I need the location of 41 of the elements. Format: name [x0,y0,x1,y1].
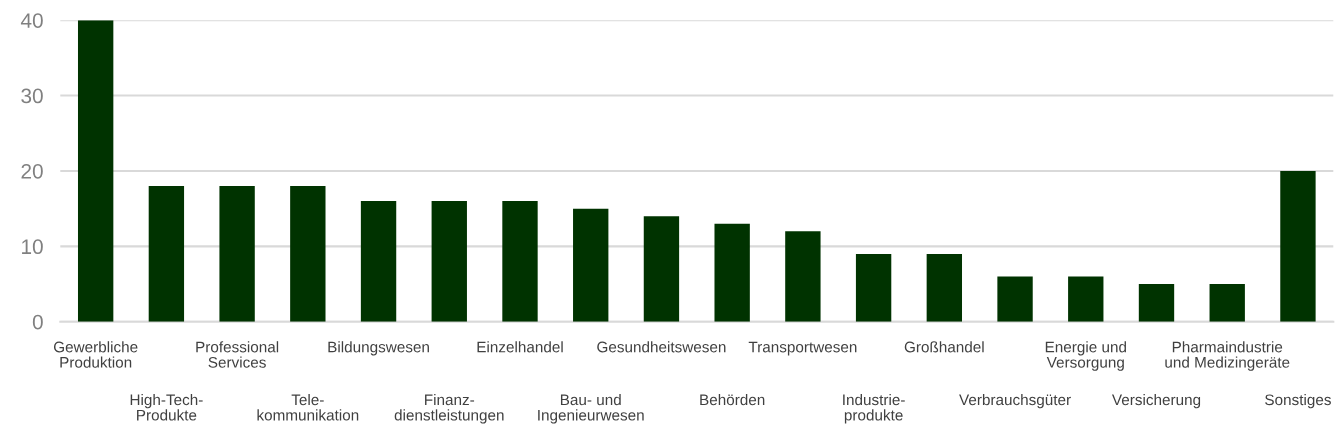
y-tick-label: 20 [21,163,43,179]
x-tick-label: Versicherung [1111,393,1201,409]
x-tick-label: Bau- und Ingenieurwesen [538,393,644,424]
x-tick-label: Energie und Versorgung [1045,341,1126,371]
x-tick-label: Pharmaindustrie und Medizingeräte [1165,341,1290,371]
x-tick-label: Tele- kommunikation [257,393,359,421]
x-tick-label: Einzelhandel [477,341,563,353]
bar [643,216,680,322]
x-tick-label: Verbrauchsgüter [959,393,1071,409]
bar [219,186,255,322]
bar [1138,284,1175,322]
x-tick-label: Sonstiges [1265,393,1331,409]
x-tick-label: High-Tech- Produkte [130,393,203,421]
x-tick-label: Professional Services [196,341,279,368]
x-tick-label: Gewerbliche Produktion [53,341,138,368]
bar [573,208,609,322]
bar [1280,170,1316,322]
y-tick-label: 10 [22,239,43,255]
bar [1209,284,1245,322]
bar [785,231,821,322]
bar [997,276,1033,322]
bar [502,201,538,322]
bar [360,201,397,322]
y-tick-label: 0 [32,314,43,330]
bar [148,186,185,322]
y-tick-label: 40 [20,13,43,28]
x-tick-label: Transportwesen [748,341,857,356]
bar [77,20,114,322]
bar [926,253,963,322]
bar [714,223,750,322]
y-tick-label: 30 [21,88,43,104]
x-tick-label: Finanz- dienstleistungen [394,393,504,424]
bar [855,253,892,322]
bar [431,201,467,322]
x-tick-label: Großhandel [904,341,984,353]
bar [1068,276,1104,322]
x-tick-label: Bildungswesen [328,341,429,356]
x-tick-label: Industrie- produkte [843,393,905,424]
bar [290,186,326,322]
x-tick-label: Gesundheitswesen [597,341,726,353]
x-tick-label: Behörden [700,393,765,406]
